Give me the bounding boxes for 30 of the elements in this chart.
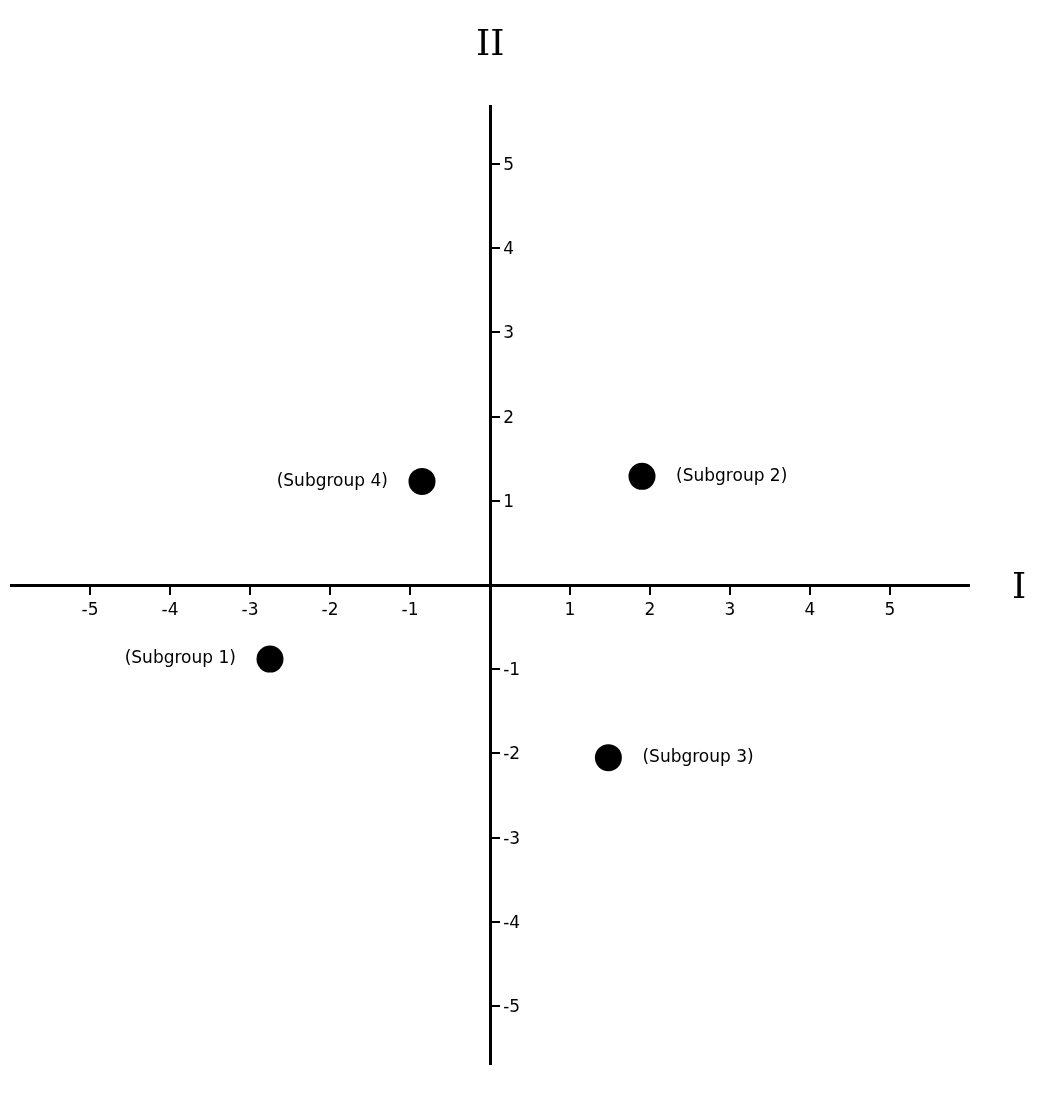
series-label: (Subgroup 4) — [260, 469, 405, 490]
point — [256, 645, 284, 673]
y-tick-label: 2 — [503, 406, 514, 427]
y-tick-label: -5 — [503, 996, 521, 1016]
y-tick-label: -3 — [503, 827, 521, 848]
x-tick-label: 5 — [884, 599, 896, 620]
y-tick-label: -4 — [503, 911, 521, 932]
series-label: (Subgroup 1) — [108, 647, 253, 668]
x-tick-label: -2 — [321, 599, 339, 620]
x-tick-label: 2 — [644, 599, 656, 620]
x-tick-label: -5 — [81, 599, 99, 620]
x-axis-title: I — [1012, 565, 1027, 606]
y-tick-label: -2 — [503, 743, 521, 764]
y-tick-label: 5 — [503, 153, 514, 174]
x-tick-label: 4 — [804, 599, 816, 620]
point — [628, 462, 656, 490]
series-label: (Subgroup 2) — [659, 464, 804, 485]
x-tick-label: -4 — [161, 599, 179, 620]
y-axis-title: II — [476, 22, 505, 63]
x-tick-label: 1 — [564, 599, 576, 620]
y-tick-label: 1 — [503, 490, 514, 511]
x-tick-label: -1 — [401, 599, 419, 620]
point — [408, 467, 436, 495]
y-tick-label: 4 — [503, 238, 514, 259]
y-tick-label: 3 — [503, 322, 514, 343]
series-label: (Subgroup 3) — [626, 745, 770, 766]
x-tick-label: 3 — [724, 599, 736, 620]
x-tick-label: -3 — [241, 599, 259, 620]
y-tick-label: -1 — [503, 659, 521, 680]
point — [594, 744, 622, 772]
